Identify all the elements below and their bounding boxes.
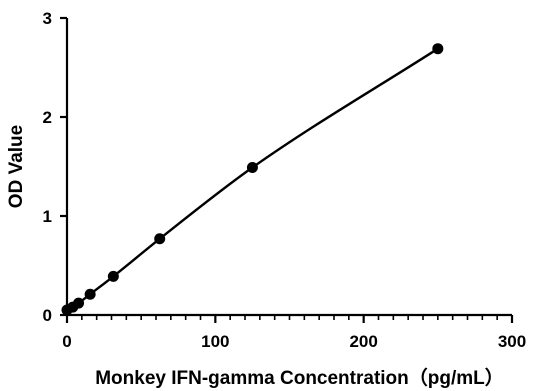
x-tick-label-300: 300 <box>498 332 526 351</box>
fit-curve <box>66 47 439 312</box>
data-point-7 <box>432 43 444 55</box>
x-tick-label-0: 0 <box>62 332 71 351</box>
tick-labels: 0 1 2 3 0 100 200 300 <box>43 9 527 351</box>
x-tick-label-100: 100 <box>201 332 229 351</box>
data-point-4 <box>107 270 119 282</box>
y-tick-label-0: 0 <box>43 306 52 325</box>
axes <box>65 18 512 317</box>
y-tick-label-2: 2 <box>43 108 52 127</box>
y-tick-label-1: 1 <box>43 207 52 226</box>
data-point-3 <box>84 288 96 300</box>
x-axis-title: Monkey IFN-gamma Concentration（pg/mL） <box>95 366 504 389</box>
ticks <box>60 16 514 323</box>
x-tick-label-200: 200 <box>349 332 377 351</box>
y-tick-label-3: 3 <box>43 9 52 28</box>
data-point-5 <box>154 233 166 245</box>
data-point-2 <box>73 297 85 309</box>
data-point-6 <box>246 161 258 173</box>
y-axis-title: OD Value <box>6 125 27 208</box>
data-points <box>61 43 444 316</box>
